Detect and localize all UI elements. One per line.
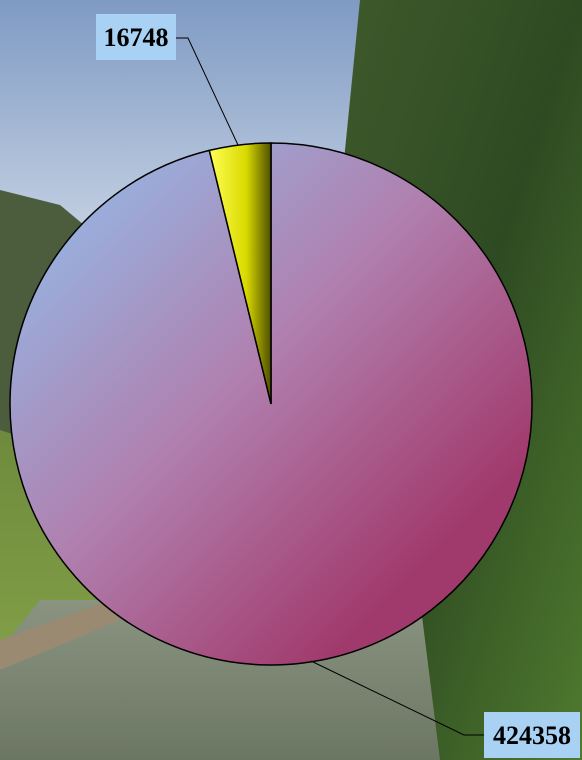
pie-slices	[9, 142, 533, 666]
data-label-2: 16748	[104, 23, 169, 52]
data-label-1: 424358	[493, 721, 571, 750]
data-label-box-1	[484, 712, 580, 758]
data-label-box-2	[96, 14, 176, 60]
leader-line-2	[176, 37, 239, 146]
leader-line-1	[310, 660, 484, 736]
data-labels: 424358 16748	[96, 14, 580, 758]
pie-slice-2	[208, 142, 272, 405]
